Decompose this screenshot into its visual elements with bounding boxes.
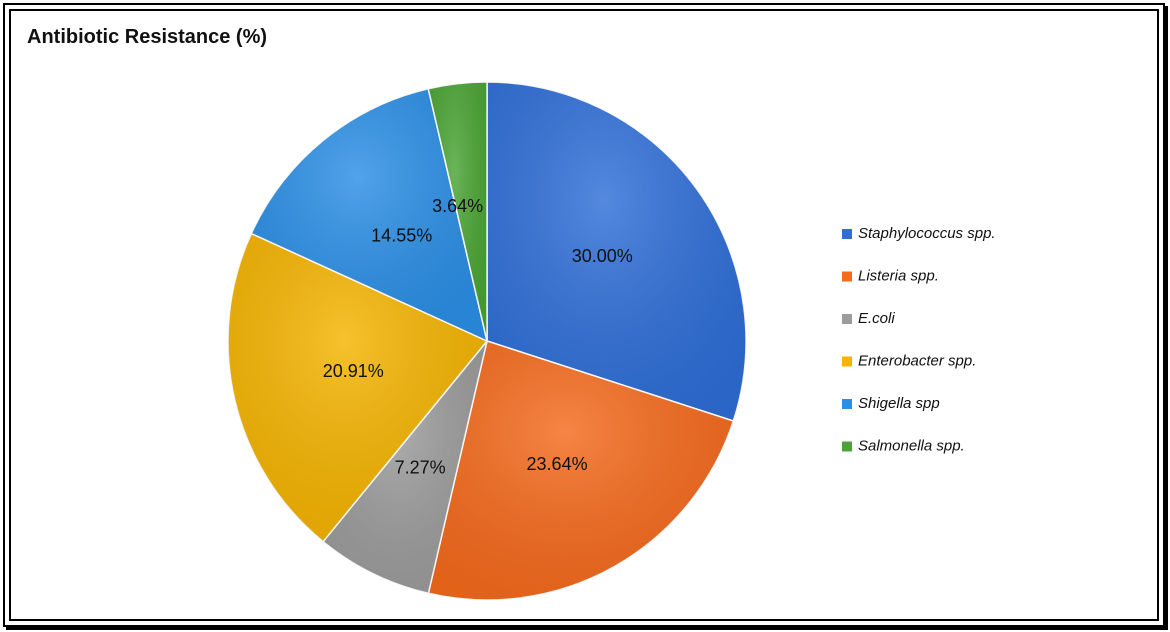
legend-label-salmonella-spp: Salmonella spp.	[858, 437, 965, 454]
legend-label-staphylococcus-spp: Staphylococcus spp.	[858, 225, 996, 242]
data-label-e-coli: 7.27%	[395, 458, 446, 478]
legend-swatch-enterobacter-spp	[842, 356, 852, 367]
pie-slices	[227, 81, 747, 601]
legend-swatch-salmonella-spp	[842, 441, 852, 452]
pie-slice-shading-listeria-spp	[428, 341, 734, 600]
pie-slice-shading-salmonella-spp	[428, 82, 487, 341]
legend-label-e-coli: E.coli	[858, 310, 895, 327]
data-label-staphylococcus-spp: 30.00%	[572, 246, 633, 266]
pie-slice-shading-enterobacter-spp	[227, 233, 487, 542]
legend-label-enterobacter-spp: Enterobacter spp.	[858, 352, 976, 369]
data-label-listeria-spp: 23.64%	[527, 454, 588, 474]
legend-label-listeria-spp: Listeria spp.	[858, 267, 939, 284]
chart-legend: Staphylococcus spp. Listeria spp. E.coli En…	[842, 225, 996, 454]
legend-swatch-listeria-spp	[842, 271, 852, 282]
data-label-enterobacter-spp: 20.91%	[323, 361, 384, 381]
legend-label-shigella-spp: Shigella spp	[858, 395, 940, 412]
pie-slice-shading-shigella-spp	[251, 88, 487, 341]
data-label-salmonella-spp: 3.64%	[432, 196, 483, 216]
chart-title: Antibiotic Resistance (%)	[27, 26, 268, 48]
legend-swatch-staphylococcus-spp	[842, 229, 852, 239]
pie-slice-shading-staphylococcus-spp	[487, 82, 747, 421]
data-label-shigella-spp: 14.55%	[371, 226, 432, 246]
legend-swatch-shigella-spp	[842, 399, 852, 409]
pie-data-labels: 30.00% 23.64% 7.27% 20.91% 14.55%3.64%	[323, 196, 633, 478]
legend-swatch-e-coli	[842, 314, 852, 324]
pie-slice-shading-e-coli	[323, 341, 487, 594]
